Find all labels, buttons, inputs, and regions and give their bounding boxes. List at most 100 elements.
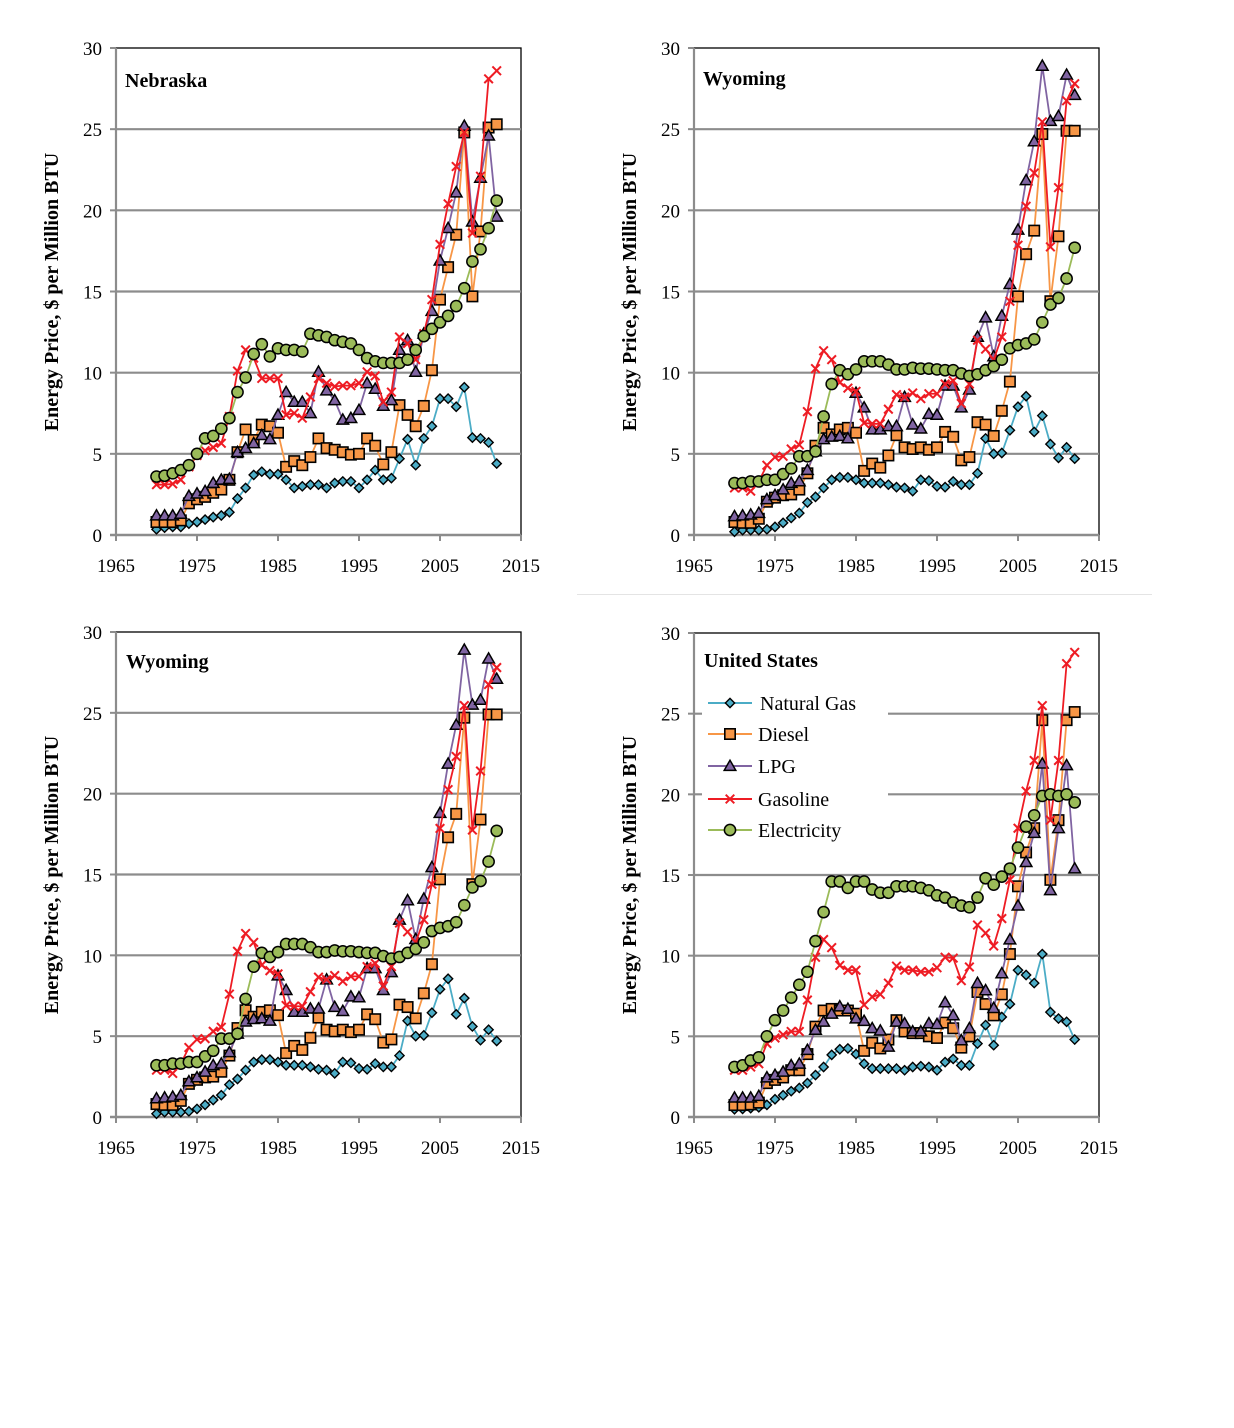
data-point-electricity bbox=[1044, 298, 1057, 311]
data-point-gasoline bbox=[353, 971, 365, 982]
legend-label-electricity: Electricity bbox=[758, 820, 841, 842]
legend-item-natural-gas bbox=[708, 697, 752, 709]
data-point-natural-gas bbox=[207, 511, 219, 523]
data-point-lpg bbox=[881, 1039, 896, 1052]
data-point-electricity bbox=[271, 945, 285, 959]
data-point-gasoline bbox=[345, 380, 356, 391]
data-point-gasoline bbox=[1061, 658, 1072, 669]
data-point-gasoline bbox=[948, 953, 959, 964]
data-point-lpg bbox=[1043, 883, 1058, 896]
data-point-natural-gas bbox=[361, 474, 373, 486]
data-point-lpg bbox=[254, 1011, 269, 1024]
data-point-diesel bbox=[490, 118, 503, 131]
separator-line bbox=[577, 594, 1152, 595]
y-tick-label: 15 bbox=[661, 866, 680, 887]
x-tick-label: 1975 bbox=[178, 1138, 216, 1159]
data-point-gasoline bbox=[956, 975, 967, 986]
x-tick-label: 1985 bbox=[837, 1138, 875, 1159]
data-point-natural-gas bbox=[450, 401, 462, 413]
legend-item-electricity bbox=[708, 823, 752, 837]
data-point-natural-gas bbox=[215, 509, 227, 522]
data-point-diesel bbox=[312, 432, 325, 445]
data-point-gasoline bbox=[923, 966, 934, 977]
x-tick-label: 1975 bbox=[756, 1138, 794, 1159]
data-point-natural-gas bbox=[793, 1082, 805, 1094]
plot-area bbox=[727, 58, 1082, 538]
data-point-lpg bbox=[938, 995, 953, 1008]
data-point-gasoline bbox=[459, 700, 470, 711]
data-point-natural-gas bbox=[418, 432, 430, 445]
data-point-natural-gas bbox=[385, 1061, 397, 1073]
data-point-natural-gas bbox=[996, 447, 1008, 459]
legend-item-lpg bbox=[708, 758, 752, 772]
data-point-natural-gas bbox=[402, 433, 414, 445]
data-point-natural-gas bbox=[466, 1020, 478, 1033]
data-point-gasoline bbox=[281, 409, 292, 420]
data-point-gasoline bbox=[305, 392, 316, 403]
data-point-lpg bbox=[481, 128, 496, 141]
data-point-gasoline bbox=[240, 928, 251, 939]
data-point-natural-gas bbox=[483, 436, 495, 449]
data-point-electricity bbox=[809, 934, 822, 948]
data-point-electricity bbox=[482, 855, 495, 868]
data-point-gasoline bbox=[281, 1000, 292, 1011]
data-point-gasoline bbox=[948, 375, 959, 386]
series-electricity bbox=[728, 787, 1082, 1074]
data-point-diesel bbox=[995, 404, 1008, 417]
data-point-gasoline bbox=[1021, 201, 1032, 212]
data-point-gasoline bbox=[167, 1068, 178, 1079]
data-point-natural-gas bbox=[491, 457, 503, 470]
data-point-electricity bbox=[417, 936, 431, 949]
data-point-lpg bbox=[319, 383, 334, 396]
data-point-lpg bbox=[360, 375, 375, 389]
data-point-natural-gas bbox=[329, 477, 341, 489]
data-point-lpg bbox=[751, 1088, 766, 1102]
data-point-lpg bbox=[384, 392, 399, 406]
data-point-diesel bbox=[352, 1023, 365, 1036]
data-point-natural-gas bbox=[264, 1054, 276, 1066]
data-point-natural-gas bbox=[769, 1093, 781, 1105]
data-point-natural-gas bbox=[1044, 438, 1056, 450]
data-point-lpg bbox=[173, 1087, 188, 1101]
data-point-electricity bbox=[809, 445, 822, 458]
data-point-natural-gas bbox=[866, 1063, 878, 1075]
data-point-gasoline bbox=[345, 971, 356, 982]
x-tick-label: 2015 bbox=[1080, 556, 1118, 577]
data-point-diesel bbox=[377, 458, 390, 471]
plot-area bbox=[727, 647, 1082, 1115]
data-point-natural-gas bbox=[907, 1061, 919, 1073]
data-point-gasoline bbox=[923, 388, 934, 399]
data-point-gasoline bbox=[972, 920, 983, 931]
y-tick-label: 30 bbox=[661, 39, 680, 60]
y-tick-label: 15 bbox=[83, 283, 102, 304]
data-point-natural-gas bbox=[191, 1103, 203, 1115]
data-point-natural-gas bbox=[231, 492, 244, 505]
data-point-lpg bbox=[343, 410, 358, 424]
data-point-gasoline bbox=[1029, 167, 1040, 179]
data-point-diesel bbox=[352, 447, 365, 460]
data-point-diesel bbox=[433, 293, 446, 306]
data-point-diesel bbox=[385, 1033, 398, 1046]
series-gasoline bbox=[729, 78, 1080, 497]
data-point-gasoline bbox=[891, 961, 902, 972]
data-point-lpg bbox=[913, 1024, 928, 1037]
data-point-gasoline bbox=[907, 965, 918, 976]
data-point-electricity bbox=[474, 242, 487, 256]
data-point-gasoline bbox=[321, 378, 332, 389]
data-point-diesel bbox=[1068, 706, 1081, 719]
x-tick-label: 1975 bbox=[178, 556, 216, 577]
panel-title: Wyoming bbox=[703, 68, 786, 90]
data-point-gasoline bbox=[264, 965, 275, 976]
data-point-gasoline bbox=[378, 981, 389, 992]
data-point-gasoline bbox=[883, 978, 894, 989]
x-tick-label: 2015 bbox=[502, 1138, 540, 1159]
data-point-natural-gas bbox=[842, 471, 854, 483]
data-point-natural-gas bbox=[907, 485, 919, 497]
data-point-natural-gas bbox=[483, 1024, 495, 1036]
data-point-electricity bbox=[182, 458, 196, 472]
data-point-diesel bbox=[466, 290, 479, 303]
data-point-gasoline bbox=[826, 354, 837, 365]
data-point-electricity bbox=[979, 871, 992, 885]
data-point-lpg bbox=[954, 1033, 969, 1046]
data-point-lpg bbox=[279, 384, 294, 398]
